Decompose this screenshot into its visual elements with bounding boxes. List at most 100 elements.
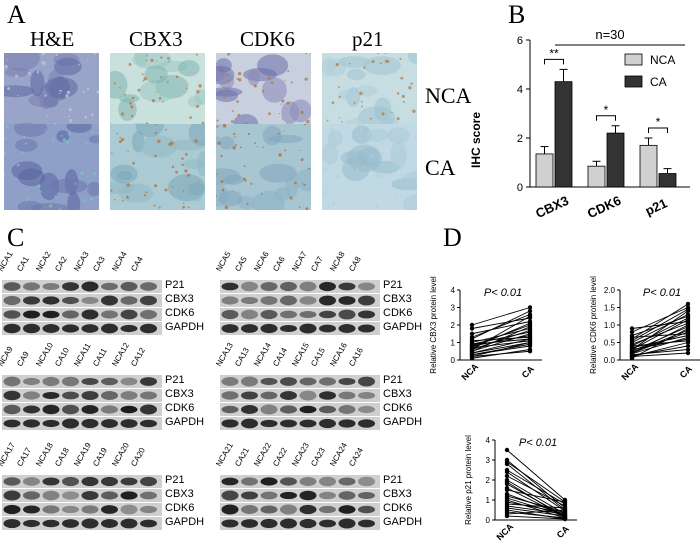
blot-band <box>81 324 99 333</box>
blot-band <box>299 490 317 501</box>
blot-band <box>338 309 356 320</box>
pair-line <box>506 509 566 520</box>
blot-band <box>319 310 336 319</box>
pair-line <box>471 321 531 335</box>
lane-label: NCA22 <box>252 441 273 468</box>
lane-label: NCA3 <box>72 250 91 273</box>
bar-ca-cdk6 <box>606 132 625 188</box>
point-ca <box>527 308 533 314</box>
bar-nca-cdk6 <box>587 165 606 188</box>
point-nca <box>469 342 475 347</box>
protein-label-cbx3: CBX3 <box>165 293 194 305</box>
blot-band <box>62 491 79 500</box>
point-nca <box>504 485 510 491</box>
point-ca <box>685 331 691 336</box>
blot-band <box>260 281 278 292</box>
blot-band <box>221 405 239 414</box>
lane-label: CA15 <box>309 346 328 368</box>
lane-label: CA1 <box>15 255 31 273</box>
stain-header-cbx3: CBX3 <box>129 27 183 51</box>
blot-band <box>358 505 375 514</box>
blot-band <box>3 477 21 486</box>
point-nca <box>629 351 635 356</box>
point-ca <box>562 507 568 513</box>
blot-band <box>280 491 297 500</box>
protein-label-cbx3: CBX3 <box>165 388 194 400</box>
blot-band <box>338 282 356 291</box>
y-axis-label: Relative CBX3 protein level <box>429 276 438 374</box>
blot-band <box>319 519 336 528</box>
blot-band <box>120 504 138 515</box>
pair-line <box>506 503 566 509</box>
p-value-annotation: P< 0.01 <box>519 437 557 449</box>
blot-band <box>260 296 278 305</box>
stain-header-cdk6: CDK6 <box>240 27 295 51</box>
paired-plot-1: 0 1 2 3 4 P< 0.01 Relative CBX3 protein level N… <box>429 276 542 382</box>
blot-band <box>120 518 138 529</box>
point-ca <box>685 321 691 326</box>
point-ca <box>685 343 691 349</box>
protein-label-cbx3: CBX3 <box>383 388 412 400</box>
blot-panel <box>2 375 162 431</box>
blot-band <box>319 324 336 333</box>
blot-band <box>358 491 375 500</box>
blot-band <box>23 491 40 500</box>
blot-band <box>120 296 138 305</box>
y-tick-label: 0 <box>486 516 491 525</box>
paired-plot-3: 0 1 2 3 4 P< 0.01 Relative p21 protein level NC… <box>464 435 577 542</box>
blot-band <box>140 505 157 514</box>
point-nca <box>629 343 635 349</box>
blot-band <box>241 391 258 400</box>
blot-band <box>140 309 157 320</box>
x-tick-label-nca: NCA <box>494 521 515 542</box>
lane-label: CA9 <box>15 350 31 368</box>
protein-label-gapdh: GAPDH <box>165 516 205 528</box>
blot-band <box>62 282 79 291</box>
blot-band <box>140 323 157 334</box>
blot-band <box>42 419 60 428</box>
p-value-annotation: P< 0.01 <box>484 287 522 299</box>
blot-band <box>140 476 157 487</box>
pair-line <box>471 345 531 356</box>
blot-band <box>299 296 317 305</box>
blot-band <box>241 405 258 414</box>
protein-label-p21: P21 <box>383 279 403 291</box>
pair-line <box>631 352 689 357</box>
blot-band <box>62 505 79 514</box>
lane-label: CA3 <box>91 255 107 273</box>
protein-label-p21: P21 <box>165 474 185 486</box>
lane-label: NCA21 <box>214 441 235 468</box>
blot-band <box>319 405 336 414</box>
pair-line <box>631 307 689 333</box>
blot-band <box>3 376 21 387</box>
blot-band <box>280 504 297 515</box>
bar-nca-cbx3 <box>535 153 554 188</box>
blot-band <box>81 296 99 305</box>
blot-band <box>299 390 317 401</box>
y-tick-label: 6 <box>517 35 523 47</box>
blot-band <box>280 281 297 292</box>
lane-label: CA12 <box>129 346 148 368</box>
panel-letter-c: C <box>7 223 25 252</box>
lane-label: NCA13 <box>214 341 235 368</box>
blot-band <box>221 477 239 486</box>
legend: NCA CA <box>624 53 675 89</box>
blot-band <box>221 296 239 305</box>
protein-label-cdk6: CDK6 <box>383 307 413 319</box>
pair-line <box>471 338 531 354</box>
blot-band <box>23 519 40 528</box>
x-tick-label-ca: CA <box>520 363 537 380</box>
blot-band <box>140 391 157 400</box>
point-nca <box>504 495 510 501</box>
blot-band <box>260 505 278 514</box>
point-nca <box>504 511 510 517</box>
blot-band <box>3 490 21 501</box>
blot-band <box>299 310 317 319</box>
blot-band <box>81 309 99 320</box>
point-nca <box>469 322 475 328</box>
blot-band <box>120 324 138 333</box>
blot-band <box>299 281 317 292</box>
blot-band <box>23 296 40 305</box>
blot-band <box>42 505 60 514</box>
lane-label: CA20 <box>129 446 148 468</box>
